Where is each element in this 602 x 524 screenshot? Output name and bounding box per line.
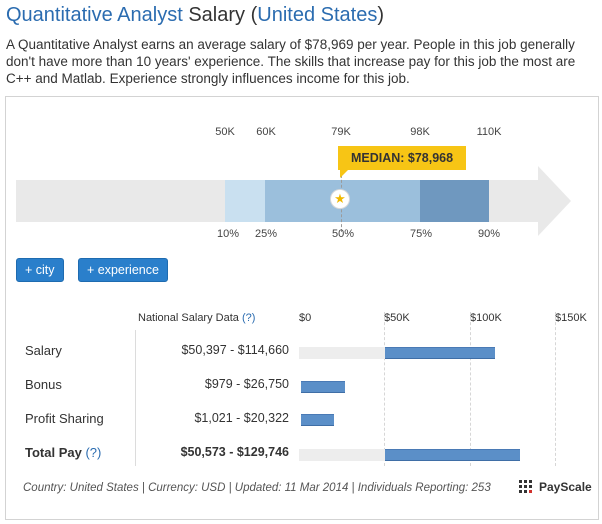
page-title: Quantitative Analyst Salary (United Stat… — [6, 4, 384, 27]
tick-label: 60K — [256, 126, 276, 138]
segment-10-25 — [225, 180, 265, 222]
percentile-label: 25% — [254, 228, 278, 240]
axis-label: $150K — [555, 312, 587, 324]
percentile-label: 10% — [216, 228, 240, 240]
footer-info: Country: United States | Currency: USD |… — [23, 482, 491, 494]
range-track — [299, 449, 386, 461]
percentile-label: 90% — [477, 228, 501, 240]
national-salary-header-text: National Salary Data — [138, 312, 239, 324]
percentile-label: 50% — [331, 228, 355, 240]
segment-75-90 — [420, 180, 489, 222]
add-city-button[interactable]: + city — [16, 258, 64, 282]
payscale-logo[interactable]: PayScale — [519, 478, 599, 498]
gridline — [384, 312, 385, 466]
national-salary-help-link[interactable]: (?) — [241, 312, 256, 324]
row-label-salary: Salary — [25, 343, 62, 358]
add-experience-button[interactable]: + experience — [78, 258, 168, 282]
table-divider — [135, 330, 136, 466]
median-star-icon: ★ — [331, 190, 349, 208]
job-title-link[interactable]: Quantitative Analyst — [6, 4, 183, 26]
range-bar — [300, 414, 334, 426]
axis-label: $50K — [384, 312, 410, 324]
tick-label: 50K — [215, 126, 235, 138]
total-pay-help-link[interactable]: (?) — [85, 445, 102, 460]
axis-label: $0 — [299, 312, 312, 324]
range-bar — [385, 449, 521, 461]
country-link[interactable]: United States — [257, 4, 378, 26]
range-track — [299, 347, 385, 359]
gridline — [555, 312, 556, 466]
row-range-total-pay: $50,573 - $129,746 — [180, 445, 289, 459]
total-pay-label-text: Total Pay — [25, 445, 82, 460]
payscale-logo-icon — [519, 480, 535, 496]
tick-label: 110K — [476, 126, 502, 138]
payscale-logo-text: PayScale — [539, 480, 592, 494]
tick-label: 79K — [331, 126, 351, 138]
range-bar — [385, 347, 495, 359]
row-range-bonus: $979 - $26,750 — [204, 377, 289, 391]
row-label-total-pay: Total Pay (?) — [25, 445, 101, 460]
tick-label: 98K — [410, 126, 430, 138]
gridline — [470, 312, 471, 466]
title-close-paren: ) — [377, 4, 384, 26]
row-range-profit-sharing: $1,021 - $20,322 — [194, 411, 289, 425]
percentile-label: 75% — [409, 228, 433, 240]
job-description: A Quantitative Analyst earns an average … — [6, 37, 576, 86]
row-label-bonus: Bonus — [25, 377, 62, 392]
median-callout-tail — [340, 170, 348, 178]
row-range-salary: $50,397 - $114,660 — [181, 343, 289, 357]
range-bar — [300, 381, 345, 393]
row-label-profit-sharing: Profit Sharing — [25, 411, 104, 426]
median-label: MEDIAN: $78,968 — [338, 146, 466, 170]
title-salary-text: Salary ( — [182, 4, 258, 26]
axis-label: $100K — [470, 312, 502, 324]
national-salary-header: National Salary Data (?) — [138, 312, 255, 324]
distribution-arrow-head — [538, 166, 571, 236]
salary-panel — [5, 96, 599, 520]
